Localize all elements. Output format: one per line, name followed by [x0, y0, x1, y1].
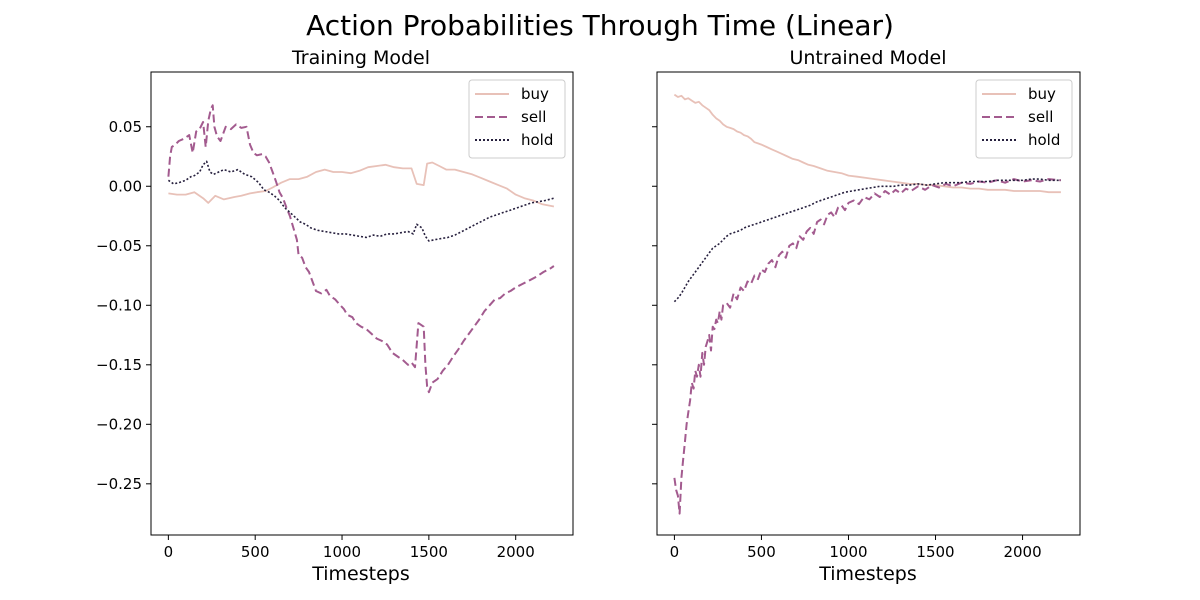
legend: buy sell hold	[468, 79, 566, 159]
legend-frame	[468, 79, 566, 159]
x-tick-label: 0	[164, 543, 174, 561]
x-axis-label: Timesteps	[818, 563, 917, 585]
legend-label-hold: hold	[521, 131, 553, 149]
series-line-hold	[167, 160, 555, 242]
x-tick-label: 1000	[829, 543, 867, 561]
y-tick-label: −0.05	[96, 237, 142, 255]
x-tick-label: 0	[670, 543, 680, 561]
axes-title: Untrained Model	[789, 47, 946, 69]
series-line-hold	[673, 178, 1061, 303]
axes-untrained-model: Untrained Model Timesteps 0 500 1000 1500 20…	[652, 47, 1081, 585]
x-tick-label: 500	[747, 543, 776, 561]
axes-training-model: Training Model Timesteps 0 500 1000 1500 200…	[96, 47, 574, 585]
legend-label-sell: sell	[521, 108, 546, 126]
x-tick-label: 1000	[323, 543, 361, 561]
figure-title: Action Probabilities Through Time (Linea…	[306, 9, 894, 42]
x-tick-label: 2000	[497, 543, 535, 561]
x-tick-label: 500	[241, 543, 270, 561]
x-tick-label: 2000	[1003, 543, 1041, 561]
y-tick-label: −0.25	[96, 475, 142, 493]
series-line-sell	[167, 104, 555, 394]
x-tick-label: 1500	[916, 543, 954, 561]
y-tick-label: −0.20	[96, 415, 142, 433]
axes-frame	[656, 71, 1081, 536]
axes-frame	[150, 71, 574, 536]
x-tick-label: 1500	[410, 543, 448, 561]
axes-title: Training Model	[291, 47, 430, 69]
y-tick-label: 0.00	[109, 177, 142, 195]
legend: buy sell hold	[975, 79, 1073, 159]
y-tick-label: 0.05	[109, 118, 142, 136]
legend-label-sell: sell	[1028, 108, 1053, 126]
legend-frame	[975, 79, 1073, 159]
legend-label-hold: hold	[1028, 131, 1060, 149]
x-axis-label: Timesteps	[311, 563, 410, 585]
series-line-buy	[168, 161, 555, 208]
y-tick-label: −0.10	[96, 296, 142, 314]
series-group	[167, 104, 555, 394]
y-tick-label: −0.15	[96, 356, 142, 374]
series-line-buy	[673, 93, 1061, 194]
legend-label-buy: buy	[1028, 85, 1056, 103]
series-group	[673, 93, 1061, 515]
series-line-sell	[673, 178, 1061, 515]
legend-label-buy: buy	[521, 85, 549, 103]
